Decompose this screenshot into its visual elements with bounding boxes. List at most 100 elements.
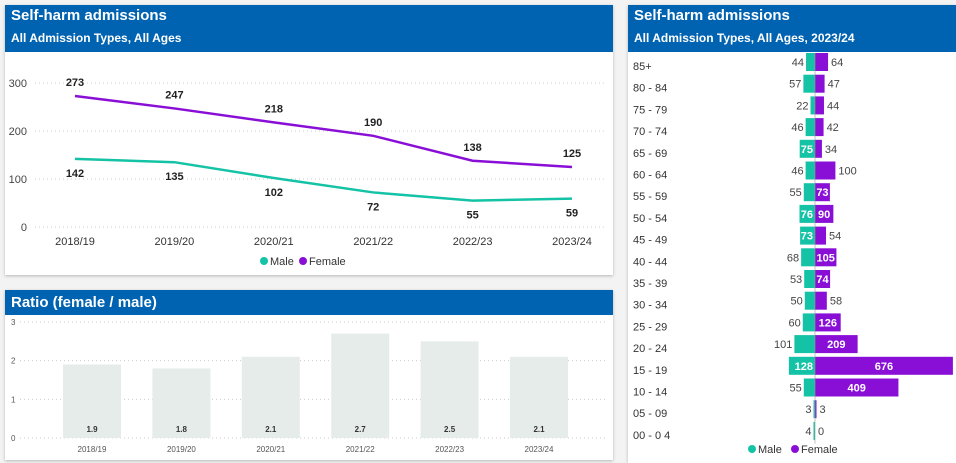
male-value-label: 55 (790, 187, 802, 199)
male-value-label: 76 (801, 209, 813, 221)
female-bar (815, 378, 899, 397)
male-value-label: 50 (791, 296, 803, 308)
female-value-label: 58 (830, 296, 842, 308)
female-bar (815, 139, 822, 158)
age-group-label: 50 - 54 (633, 213, 667, 225)
female-value-label: 409 (848, 383, 866, 395)
data-label: 2.7 (355, 425, 367, 434)
ratio-bar (152, 368, 211, 438)
pyramid-chart-panel: Self-harm admissions All Admission Types… (628, 5, 956, 463)
x-tick-label: 2019/20 (155, 236, 195, 248)
data-label: 1.8 (176, 425, 188, 434)
male-bar (806, 53, 815, 71)
female-bar (815, 161, 836, 180)
data-label: 142 (66, 168, 84, 180)
male-bar (794, 335, 815, 354)
age-group-label: 30 - 34 (633, 300, 667, 312)
female-bar (815, 53, 829, 71)
female-value-label: 64 (831, 57, 843, 69)
age-group-label: 60 - 64 (633, 170, 667, 182)
x-tick-label: 2021/22 (353, 236, 393, 248)
male-value-label: 101 (774, 339, 792, 351)
age-group-label: 15 - 19 (633, 365, 667, 377)
female-bar (815, 291, 827, 310)
female-bar (815, 204, 834, 223)
age-group-label: 40 - 44 (633, 256, 667, 268)
data-label: 135 (165, 171, 183, 183)
series-line-female (74, 94, 573, 169)
age-group-label: 45 - 49 (633, 235, 667, 247)
female-value-label: 676 (875, 361, 893, 373)
male-bar (805, 161, 815, 180)
age-group-label: 80 - 84 (633, 83, 667, 95)
male-value-label: 53 (790, 274, 802, 286)
male-bar (813, 421, 815, 440)
female-bar (815, 356, 953, 375)
y-tick-label: 100 (9, 174, 27, 186)
line-chart-title: Self-harm admissions (11, 7, 167, 24)
female-value-label: 105 (817, 252, 835, 264)
x-tick-label: 2021/22 (346, 445, 375, 454)
pyramid-chart-title: Self-harm admissions (634, 7, 790, 24)
y-tick-label: 300 (9, 78, 27, 90)
male-bar (801, 248, 815, 267)
line-chart-header: Self-harm admissions All Admission Types… (5, 5, 613, 52)
age-group-label: 05 - 09 (633, 408, 667, 420)
age-group-label: 55 - 59 (633, 191, 667, 203)
male-value-label: 46 (791, 122, 803, 134)
data-label: 218 (265, 103, 283, 115)
x-tick-label: 2022/23 (435, 445, 464, 454)
age-group-label: 65 - 69 (633, 148, 667, 160)
x-tick-label: 2022/23 (453, 236, 493, 248)
female-value-label: 90 (818, 209, 830, 221)
male-value-label: 60 (789, 317, 801, 329)
y-tick-label: 2 (11, 357, 16, 366)
female-value-label: 54 (829, 231, 841, 243)
male-bar (803, 378, 815, 397)
female-bar (815, 335, 858, 354)
male-value-label: 73 (801, 231, 813, 243)
age-group-label: 10 - 14 (633, 387, 667, 399)
data-label: 2.1 (533, 425, 545, 434)
male-value-label: 4 (805, 426, 811, 438)
female-value-label: 47 (828, 79, 840, 91)
data-label: 55 (466, 210, 478, 222)
male-bar (799, 204, 815, 223)
female-bar (815, 313, 841, 332)
pyramid-chart-header: Self-harm admissions All Admission Types… (628, 5, 956, 52)
data-label: 2.1 (265, 425, 277, 434)
male-bar (805, 118, 815, 137)
data-label: 125 (563, 148, 581, 160)
male-value-label: 46 (791, 166, 803, 178)
data-label: 1.9 (86, 425, 98, 434)
ratio-bar (331, 333, 390, 438)
y-tick-label: 1 (11, 395, 16, 404)
female-bar (815, 248, 837, 267)
female-value-label: 42 (827, 122, 839, 134)
data-label: 2.5 (444, 425, 456, 434)
male-value-label: 55 (790, 383, 802, 395)
legend-female-label: Female (309, 256, 346, 268)
age-group-label: 75 - 79 (633, 104, 667, 116)
male-bar (810, 96, 815, 115)
line-chart: 0 100 200 300 2018/19 2019/20 2020/21 2021/22 20… (9, 77, 605, 268)
x-tick-label: 2018/19 (55, 236, 95, 248)
male-bar (803, 74, 815, 93)
ratio-chart: 0 1 2 3 1.9 2018/19 1.8 2019/20 2.1 2020/21 2.7 202… (11, 318, 608, 454)
male-value-label: 68 (787, 252, 799, 264)
female-value-label: 74 (816, 274, 829, 286)
female-value-label: 100 (838, 166, 856, 178)
age-group-label: 70 - 74 (633, 126, 667, 138)
x-tick-label: 2020/21 (254, 236, 294, 248)
line-chart-subtitle: All Admission Types, All Ages (11, 31, 182, 45)
female-value-label: 44 (827, 100, 839, 112)
data-label: 190 (364, 117, 382, 129)
y-tick-label: 3 (11, 318, 16, 327)
age-group-label: 35 - 39 (633, 278, 667, 290)
age-group-label: 25 - 29 (633, 321, 667, 333)
male-value-label: 128 (795, 361, 813, 373)
pyramid-chart-subtitle: All Admission Types, All Ages, 2023/24 (634, 31, 855, 45)
age-group-label: 00 - 0 4 (633, 430, 670, 442)
age-group-label: 20 - 24 (633, 343, 667, 355)
x-tick-label: 2019/20 (167, 445, 196, 454)
